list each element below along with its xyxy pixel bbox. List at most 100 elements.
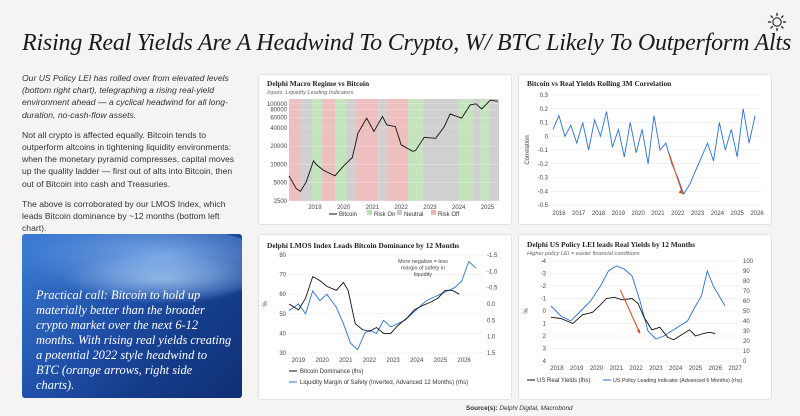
- y-tick-label: -0.3: [538, 176, 549, 182]
- y-tick-label: 20000: [270, 144, 287, 150]
- x-tick-label: 2023: [386, 358, 400, 364]
- legend-dominance: Bitcoin Dominance (lhs): [300, 369, 363, 375]
- y-tick-label: 5000: [274, 181, 288, 187]
- x-tick-label: 2025: [434, 358, 448, 364]
- x-tick-label: 2021: [339, 358, 353, 364]
- x-tick-label: 2022: [395, 205, 409, 211]
- source-label: Source(s):: [466, 405, 498, 412]
- legend-bitcoin: Bitcoin: [339, 212, 357, 218]
- policy-lei-line: [550, 265, 726, 340]
- x-tick-label: 2016: [552, 211, 566, 217]
- paragraph-lmos: The above is corroborated by our LMOS In…: [22, 198, 226, 234]
- chart-card-lmos: Delphi LMOS Index Leads Bitcoin Dominanc…: [258, 234, 512, 400]
- x-tick-label: 2025: [689, 366, 703, 372]
- annotation: More negative = less margin of safety in l…: [398, 259, 448, 278]
- y-tick-label: 60000: [270, 115, 287, 121]
- chart-lmos-dominance: Delphi LMOS Index Leads Bitcoin Dominanc…: [263, 241, 498, 386]
- y-tick-label: -0.5: [538, 203, 549, 209]
- y2-tick-label: 10: [743, 349, 750, 355]
- y-tick-label: 40000: [270, 126, 287, 132]
- x-tick-label: 2019: [570, 366, 584, 372]
- y-tick-label: -0.1: [538, 148, 549, 154]
- y-tick-label: 0.1: [540, 121, 549, 127]
- x-tick-label: 2023: [691, 211, 705, 217]
- x-tick-label: 2019: [292, 358, 306, 364]
- orange-arrow: [619, 289, 641, 334]
- legend-lei: US Policy Leading Indicator (Advanced 6 …: [613, 378, 742, 384]
- x-tick-label: 2020: [337, 205, 351, 211]
- regime-band-14: [488, 99, 499, 201]
- y-tick-label: 80: [279, 253, 286, 259]
- chart-title: Bitcoin vs Real Yields Rolling 3M Correl…: [527, 79, 671, 88]
- orange-arrow-head: [636, 329, 641, 334]
- x-tick-label: 2025: [731, 211, 745, 217]
- legend-item: Neutral: [404, 212, 423, 218]
- x-tick-label: 2026: [750, 211, 764, 217]
- regime-band-3: [322, 99, 336, 201]
- y2-tick-label: 40: [743, 319, 750, 325]
- regime-band-0: [289, 99, 301, 201]
- x-tick-label: 2024: [669, 366, 683, 372]
- y-tick-label: -4: [541, 259, 547, 265]
- y-tick-label: 30: [279, 351, 286, 357]
- x-tick-label: 2020: [315, 358, 329, 364]
- x-tick-label: 2020: [631, 211, 645, 217]
- y-tick-label: -0.2: [538, 162, 549, 168]
- y-tick-label: 4: [543, 359, 547, 365]
- regime-band-11: [458, 99, 474, 201]
- y2-tick-label: 1.5: [487, 351, 496, 357]
- chart-correlation: Bitcoin vs Real Yields Rolling 3M Correl…: [525, 79, 764, 217]
- y-tick-label: -2: [541, 284, 547, 290]
- y2-tick-label: 0: [743, 359, 747, 365]
- chart-macro-regime: Delphi Macro Regime vs Bitcoin Inputs: Li…: [267, 79, 499, 218]
- callout-text: Practical call: Bitcoin to hold up mater…: [36, 288, 232, 392]
- callout-box: Practical call: Bitcoin to hold up mater…: [22, 234, 242, 398]
- x-tick-label: 2021: [651, 211, 665, 217]
- orange-arrow: [668, 152, 684, 195]
- paragraph-bitcoin-outperform: Not all crypto is affected equally. Bitc…: [22, 129, 235, 189]
- real-yields-line: [550, 296, 716, 341]
- source-note: Source(s): Delphi Digital, Macrobond: [466, 405, 573, 412]
- chart-subtitle: Higher policy LEI = easier financial con…: [527, 251, 640, 257]
- x-tick-label: 2018: [592, 211, 606, 217]
- correlation-line: [552, 108, 756, 196]
- x-tick-label: 2019: [612, 211, 626, 217]
- x-tick-label: 2026: [457, 358, 471, 364]
- x-tick-label: 2019: [308, 205, 322, 211]
- x-tick-label: 2023: [649, 366, 663, 372]
- y2-tick-label: 90: [743, 269, 750, 275]
- y-tick-label: 2: [543, 334, 547, 340]
- legend-swatch-2: [397, 210, 402, 215]
- regime-band-6: [355, 99, 379, 201]
- y-tick-label: 0: [543, 309, 547, 315]
- paragraph-policy-lei: Our US Policy LEI has rolled over from e…: [22, 73, 229, 120]
- chart-subtitle: Inputs: Liquidity Leading Indicators: [267, 90, 353, 96]
- y2-tick-label: 20: [743, 339, 750, 345]
- chart-title: Delphi Macro Regime vs Bitcoin: [267, 79, 369, 88]
- y2-tick-label: -0.5: [487, 286, 498, 292]
- delphi-logo-icon: [767, 12, 787, 32]
- y2-tick-label: 70: [743, 289, 750, 295]
- regime-band-4: [335, 99, 347, 201]
- y-tick-label: 1: [543, 322, 547, 328]
- y2-tick-label: 60: [743, 299, 750, 305]
- x-tick-label: 2018: [550, 366, 564, 372]
- y-tick-label: 0.2: [540, 107, 549, 113]
- regime-band-1: [300, 99, 313, 201]
- regime-band-7: [378, 99, 387, 201]
- chart-card-macro-regime: Delphi Macro Regime vs Bitcoin Inputs: Li…: [258, 74, 512, 225]
- y2-tick-label: 100: [743, 259, 754, 265]
- x-tick-label: 2024: [410, 358, 424, 364]
- x-tick-label: 2022: [629, 366, 643, 372]
- y-axis-label: Correlation: [525, 135, 531, 164]
- y-tick-label: 2500: [274, 199, 288, 205]
- chart-title: Delphi US Policy LEI leads Real Yields b…: [527, 240, 695, 249]
- btc-dominance-line: [288, 275, 460, 334]
- regime-band-2: [312, 99, 323, 201]
- legend-item: Risk On: [374, 212, 395, 218]
- x-tick-label: 2024: [711, 211, 725, 217]
- regime-band-13: [480, 99, 489, 201]
- x-tick-label: 2024: [452, 205, 466, 211]
- y-tick-label: 60: [279, 292, 286, 298]
- x-tick-label: 2022: [363, 358, 377, 364]
